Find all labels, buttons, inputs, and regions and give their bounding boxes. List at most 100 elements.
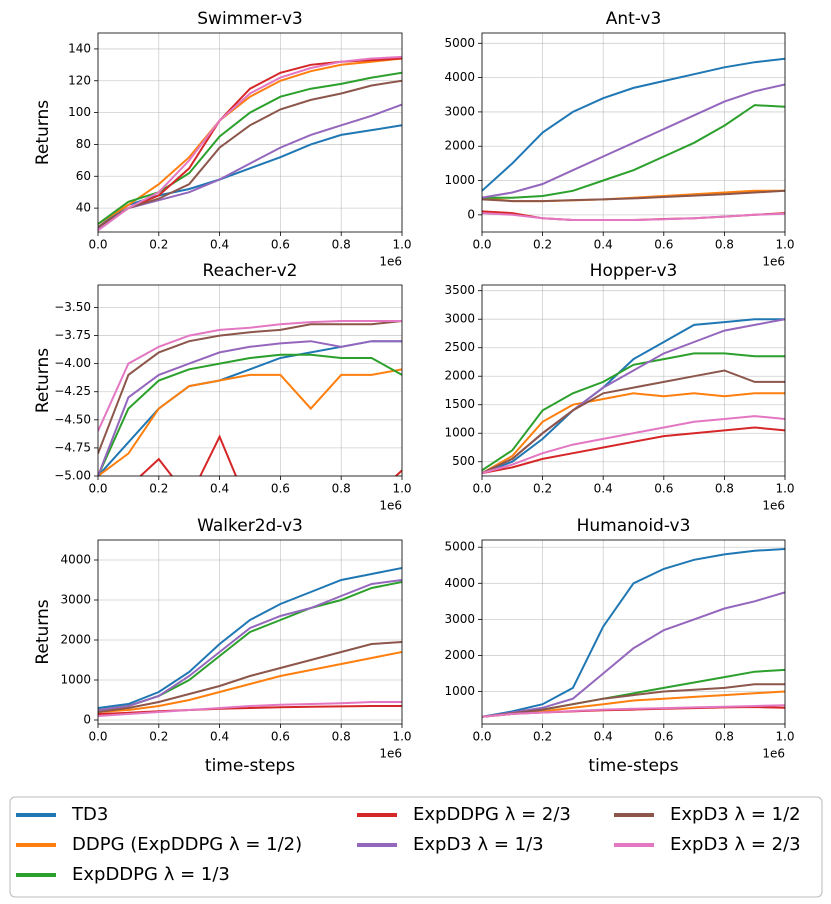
y-tick-label: 60 xyxy=(76,169,91,183)
y-tick-label: 3000 xyxy=(444,104,475,118)
series-line: ExpD3 λ = 2/3 xyxy=(98,55,402,232)
y-tick-label: 5000 xyxy=(444,36,475,50)
x-tick-label: 0.6 xyxy=(271,238,290,252)
x-offset-label: 1e6 xyxy=(379,747,402,761)
x-tick-label: 0.6 xyxy=(271,730,290,744)
x-tick-label: 0.8 xyxy=(332,238,351,252)
x-tick-label: 0.6 xyxy=(654,238,673,252)
legend-label: ExpDDPG λ = 2/3 xyxy=(413,804,571,825)
legend-label: ExpD3 λ = 2/3 xyxy=(670,834,801,855)
y-tick-label: 120 xyxy=(68,73,91,87)
x-tick-label: 0.4 xyxy=(210,730,229,744)
x-tick-label: 0.4 xyxy=(594,482,613,496)
series-line: ExpD3 λ = 2/3 xyxy=(98,701,402,717)
y-axis-label: Returns xyxy=(33,599,53,664)
chart-title: Ant-v3 xyxy=(606,9,662,29)
x-tick-label: 1.0 xyxy=(775,482,794,496)
x-tick-label: 1.0 xyxy=(392,730,411,744)
y-tick-label: 140 xyxy=(68,41,91,55)
series-line: ExpDDPG λ = 2/3 xyxy=(139,434,402,476)
y-tick-label: −4.25 xyxy=(54,384,91,398)
chart-title: Hopper-v3 xyxy=(590,261,678,281)
x-tick-label: 0.6 xyxy=(271,482,290,496)
series-line: DDPG (ExpDDPG λ = 1/2) xyxy=(98,57,402,225)
series-line: ExpDDPG λ = 2/3 xyxy=(482,426,785,475)
y-tick-label: −5.00 xyxy=(54,469,91,483)
y-tick-label: −3.50 xyxy=(54,300,91,314)
legend-label: TD3 xyxy=(71,804,108,825)
x-tick-label: 0.8 xyxy=(715,730,734,744)
series-line: ExpD3 λ = 1/2 xyxy=(482,683,785,718)
y-tick-label: 2000 xyxy=(60,633,91,647)
x-tick-label: 0.2 xyxy=(149,482,168,496)
series-line: DDPG (ExpDDPG λ = 1/2) xyxy=(482,392,785,474)
x-tick-label: 1.0 xyxy=(392,238,411,252)
legend-box xyxy=(9,796,823,898)
x-tick-label: 0.0 xyxy=(88,482,107,496)
y-tick-label: 1000 xyxy=(444,684,475,698)
series-line: TD3 xyxy=(482,548,785,718)
x-tick-label: 0.8 xyxy=(715,482,734,496)
chart-title: Walker2d-v3 xyxy=(197,516,303,536)
y-tick-label: 5000 xyxy=(444,540,475,554)
y-tick-label: 2000 xyxy=(444,139,475,153)
y-tick-label: 3500 xyxy=(444,283,475,297)
y-tick-label: 1000 xyxy=(444,173,475,187)
series-line: ExpD3 λ = 2/3 xyxy=(98,320,402,432)
y-tick-label: −4.75 xyxy=(54,440,91,454)
series-line: ExpD3 λ = 2/3 xyxy=(482,415,785,475)
x-tick-label: 0.4 xyxy=(210,238,229,252)
plot-frame xyxy=(97,284,403,477)
x-offset-label: 1e6 xyxy=(379,499,402,513)
x-tick-label: 1.0 xyxy=(775,238,794,252)
x-tick-label: 0.0 xyxy=(88,730,107,744)
series-line: ExpD3 λ = 1/2 xyxy=(482,369,785,475)
x-tick-label: 0.4 xyxy=(594,730,613,744)
x-tick-label: 0.0 xyxy=(88,238,107,252)
series-line: TD3 xyxy=(482,57,785,192)
series-line: ExpDDPG λ = 2/3 xyxy=(98,57,402,229)
x-tick-label: 1.0 xyxy=(775,730,794,744)
y-tick-label: −4.00 xyxy=(54,356,91,370)
plot-frame xyxy=(481,539,786,725)
legend-label: DDPG (ExpDDPG λ = 1/2) xyxy=(72,834,302,855)
y-tick-label: 1500 xyxy=(444,397,475,411)
y-tick-label: 0 xyxy=(467,207,475,221)
plot-frame xyxy=(97,32,403,233)
series-line: ExpDDPG λ = 1/3 xyxy=(482,104,785,199)
series-line: ExpD3 λ = 1/3 xyxy=(482,591,785,718)
y-tick-label: 2500 xyxy=(444,340,475,354)
series-line: DDPG (ExpDDPG λ = 1/2) xyxy=(98,651,402,713)
series-line: TD3 xyxy=(98,340,402,476)
plot-frame xyxy=(97,539,403,725)
series-line: ExpDDPG λ = 1/3 xyxy=(482,352,785,472)
x-tick-label: 0.8 xyxy=(715,238,734,252)
y-tick-label: 80 xyxy=(76,137,91,151)
x-tick-label: 0.4 xyxy=(210,482,229,496)
x-tick-label: 0.2 xyxy=(533,482,552,496)
series-line: ExpD3 λ = 1/2 xyxy=(98,79,402,229)
chart-title: Humanoid-v3 xyxy=(577,516,691,536)
legend-label: ExpDDPG λ = 1/3 xyxy=(72,864,230,885)
series-line: ExpD3 λ = 2/3 xyxy=(482,704,785,718)
y-tick-label: −4.50 xyxy=(54,412,91,426)
x-axis-label: time-steps xyxy=(205,756,295,776)
chart-title: Swimmer-v3 xyxy=(197,9,302,29)
x-tick-label: 0.6 xyxy=(654,482,673,496)
y-axis-label: Returns xyxy=(33,100,53,165)
x-tick-label: 0.8 xyxy=(332,482,351,496)
y-tick-label: 500 xyxy=(452,454,475,468)
chart-title: Reacher-v2 xyxy=(203,261,298,281)
x-tick-label: 0.6 xyxy=(654,730,673,744)
legend-label: ExpD3 λ = 1/2 xyxy=(670,804,801,825)
x-tick-label: 0.8 xyxy=(332,730,351,744)
y-tick-label: 3000 xyxy=(60,593,91,607)
y-tick-label: 2000 xyxy=(444,648,475,662)
series-line: ExpDDPG λ = 1/3 xyxy=(98,71,402,225)
y-tick-label: 2000 xyxy=(444,369,475,383)
y-tick-label: 3000 xyxy=(444,312,475,326)
series-line: ExpD3 λ = 1/3 xyxy=(98,103,402,230)
plot-frame xyxy=(481,32,786,233)
x-tick-label: 0.2 xyxy=(149,730,168,744)
